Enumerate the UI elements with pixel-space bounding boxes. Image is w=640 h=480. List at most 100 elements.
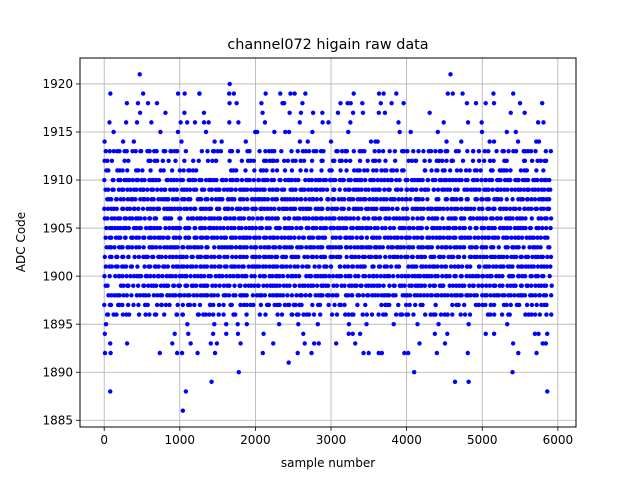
data-point: [533, 283, 538, 288]
data-point: [136, 302, 141, 308]
data-point: [289, 293, 295, 298]
data-point: [415, 216, 420, 221]
data-point: [383, 254, 388, 260]
data-point: [410, 216, 415, 221]
outlier-point: [145, 100, 151, 106]
data-point: [388, 264, 394, 269]
data-point: [474, 225, 479, 231]
data-point: [304, 245, 309, 250]
data-point: [175, 91, 181, 96]
data-point: [145, 187, 150, 192]
data-point: [335, 149, 340, 154]
data-point: [192, 120, 198, 125]
data-point: [531, 264, 537, 269]
data-point: [150, 187, 156, 192]
outlier-point: [348, 100, 353, 106]
data-point: [257, 312, 263, 317]
data-point: [345, 100, 350, 106]
data-point: [239, 225, 244, 231]
data-point: [411, 312, 416, 317]
data-point: [442, 168, 447, 173]
data-point: [221, 283, 227, 288]
data-point: [147, 312, 152, 317]
data-point: [196, 158, 201, 164]
data-point: [518, 168, 524, 173]
data-point: [324, 187, 330, 192]
x-tick-label: 3000: [316, 433, 347, 447]
data-point: [464, 100, 470, 106]
data-point: [350, 331, 355, 336]
data-point: [258, 245, 263, 250]
data-point: [459, 264, 465, 269]
data-point: [474, 245, 479, 250]
data-point: [135, 100, 141, 106]
data-point: [296, 177, 301, 183]
data-point: [431, 225, 437, 231]
data-point: [256, 177, 262, 183]
data-point: [269, 254, 274, 260]
data-point: [535, 245, 540, 250]
data-point: [473, 100, 479, 106]
data-point: [236, 264, 241, 269]
data-point: [261, 331, 266, 336]
data-point: [363, 302, 368, 308]
data-point: [372, 293, 378, 298]
data-point: [548, 264, 553, 269]
data-point: [212, 350, 218, 356]
data-point: [205, 254, 210, 260]
data-point: [462, 312, 468, 317]
data-point: [150, 245, 156, 250]
data-point: [445, 91, 450, 96]
data-point: [190, 254, 195, 260]
data-point: [183, 149, 189, 154]
data-point: [427, 110, 432, 115]
data-point: [465, 350, 470, 356]
data-point: [175, 245, 180, 250]
data-point: [396, 197, 401, 202]
data-point: [348, 216, 353, 221]
data-point: [309, 187, 314, 192]
data-point: [219, 139, 224, 144]
data-point: [143, 312, 148, 317]
data-point: [280, 273, 286, 279]
data-point: [415, 235, 420, 240]
data-point: [102, 254, 108, 260]
data-point: [493, 283, 498, 288]
data-point: [244, 312, 249, 317]
data-point: [453, 216, 458, 221]
data-point: [126, 283, 131, 288]
data-point: [447, 187, 453, 192]
data-point: [275, 187, 280, 192]
data-point: [317, 235, 322, 240]
y-tick-label: 1890: [42, 365, 73, 379]
data-point: [142, 216, 147, 221]
data-point: [301, 158, 307, 164]
data-point: [310, 235, 316, 240]
data-point: [308, 206, 313, 212]
data-point: [212, 321, 217, 327]
outlier-point: [124, 100, 130, 106]
data-point: [306, 187, 311, 192]
data-point: [304, 273, 309, 279]
data-point: [323, 216, 329, 221]
data-point: [522, 293, 528, 298]
data-point: [224, 264, 229, 269]
data-point: [448, 245, 453, 250]
data-point: [366, 350, 371, 356]
data-point: [483, 331, 488, 336]
data-point: [292, 283, 298, 288]
data-point: [336, 197, 341, 202]
data-point: [195, 273, 201, 279]
data-point: [163, 254, 168, 260]
data-point: [323, 177, 329, 183]
data-point: [384, 264, 390, 269]
data-point: [218, 225, 223, 231]
data-point: [314, 149, 319, 154]
data-point: [278, 91, 283, 96]
data-point: [491, 302, 497, 308]
data-point: [303, 177, 308, 183]
data-point: [117, 273, 122, 279]
data-point: [226, 293, 232, 298]
data-point: [289, 177, 295, 183]
data-point: [443, 177, 449, 183]
